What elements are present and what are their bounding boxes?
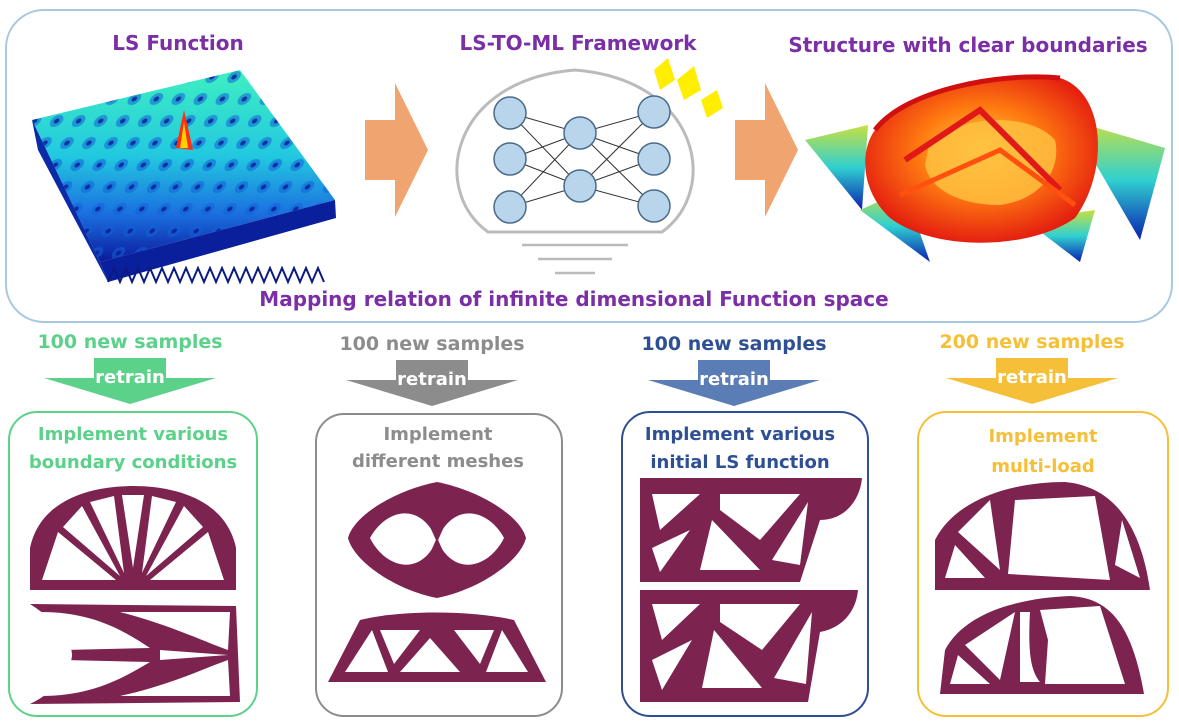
case-multi-load: 200 new samples retrain Implement multi-… [917,331,1169,717]
case-1-structure-1 [30,486,236,590]
case-3-line2: initial LS function [650,452,829,473]
case-boundary-conditions: 100 new samples retrain Implement variou… [8,331,258,717]
case-3-structure-2 [640,590,858,702]
case-2-line1: Implement [383,424,492,445]
case-4-line2: multi-load [991,456,1095,477]
case-initial-ls-function: 100 new samples retrain Implement variou… [621,333,869,717]
case-4-structure-2 [940,596,1144,694]
case-3-samples: 100 new samples [641,333,826,355]
case-4-line1: Implement [988,426,1097,447]
case-1-structure-2 [30,604,240,704]
ls-function-surface [32,70,336,285]
case-4-samples: 200 new samples [939,331,1124,353]
case-1-line2: boundary conditions [29,452,237,473]
case-different-meshes: 100 new samples retrain Implement differ… [315,333,563,717]
ls-function-title: LS Function [112,31,244,55]
case-4-retrain-label: retrain [997,367,1067,388]
framework-title: LS-TO-ML Framework [460,31,698,55]
case-2-retrain-label: retrain [397,369,467,390]
case-3-structure-1 [640,478,862,582]
case-2-arrow [346,360,518,406]
case-2-line2: different meshes [352,451,524,472]
case-3-arrow [648,360,820,406]
case-1-line1: Implement various [38,424,228,445]
case-1-arrow [44,358,216,404]
case-4-structure-1 [935,482,1150,590]
case-3-retrain-label: retrain [699,369,769,390]
flow-arrow-right [735,83,798,217]
case-2-samples: 100 new samples [339,333,524,355]
case-2-structure-1 [348,482,526,598]
flow-arrow-left [365,83,428,217]
structure-surface [805,74,1165,262]
structure-title: Structure with clear boundaries [788,33,1147,57]
case-3-line1: Implement various [645,424,835,445]
case-2-structure-2 [328,612,546,682]
case-1-samples: 100 new samples [37,331,222,353]
case-1-retrain-label: retrain [95,367,165,388]
neural-network-diagram [455,58,723,275]
mapping-caption: Mapping relation of infinite dimensional… [259,287,888,311]
case-4-arrow [946,358,1118,404]
